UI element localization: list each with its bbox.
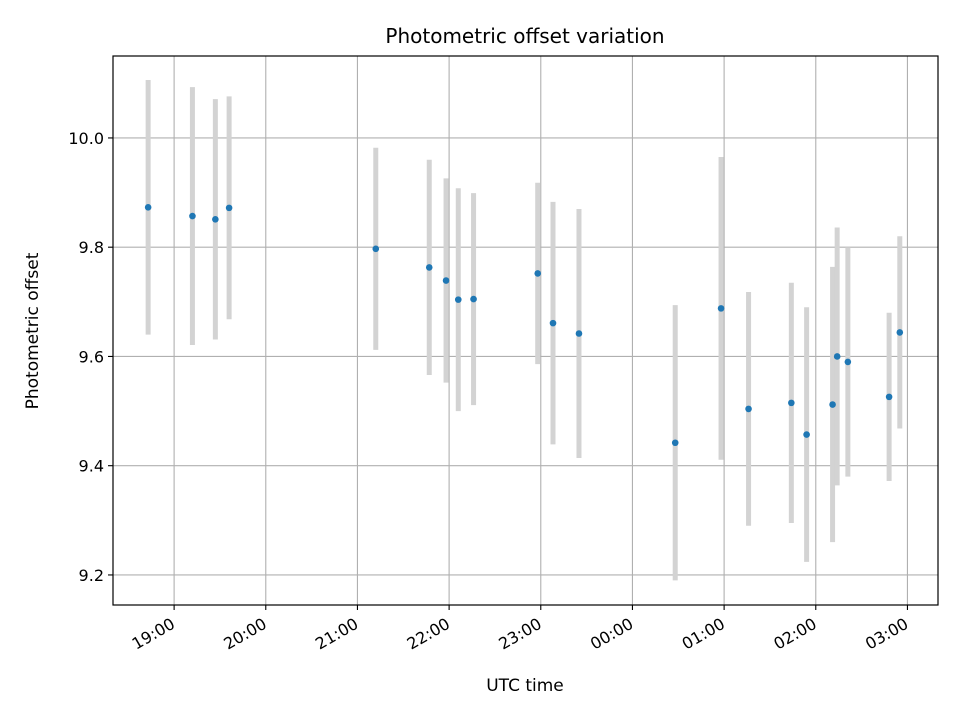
data-point [745, 405, 752, 413]
y-tick-label: 9.4 [79, 457, 104, 476]
data-point [896, 329, 904, 336]
data-point [144, 204, 152, 211]
data-point [833, 353, 841, 360]
data-point [225, 204, 233, 212]
data-point [549, 319, 557, 327]
data-point [212, 216, 219, 223]
x-axis-label: UTC time [486, 676, 564, 696]
data-point [844, 358, 852, 366]
data-point [885, 393, 893, 401]
plot-frame [112, 55, 939, 606]
data-point [454, 296, 462, 303]
y-tick-label: 9.8 [79, 238, 104, 257]
y-axis: 9.2 9.4 9.6 9.8 10.0 [68, 129, 113, 585]
data-point [534, 270, 542, 277]
chart-title: Photometric offset variation [385, 24, 664, 48]
data-point [717, 305, 725, 312]
y-tick-label: 9.2 [79, 566, 104, 585]
data-point [470, 295, 477, 303]
data-point [425, 264, 433, 271]
data-point [575, 330, 583, 337]
y-tick-label: 10.0 [68, 129, 104, 148]
grid [113, 56, 938, 605]
data-point [788, 399, 795, 407]
data-point [671, 439, 679, 447]
y-tick-label: 9.6 [79, 347, 104, 366]
data-point [803, 431, 810, 438]
y-axis-label: Photometric offset [23, 252, 43, 409]
data-point [372, 245, 380, 253]
data-point [829, 401, 836, 408]
data-point [189, 212, 196, 220]
data-point [442, 277, 450, 284]
data-points [144, 204, 904, 447]
